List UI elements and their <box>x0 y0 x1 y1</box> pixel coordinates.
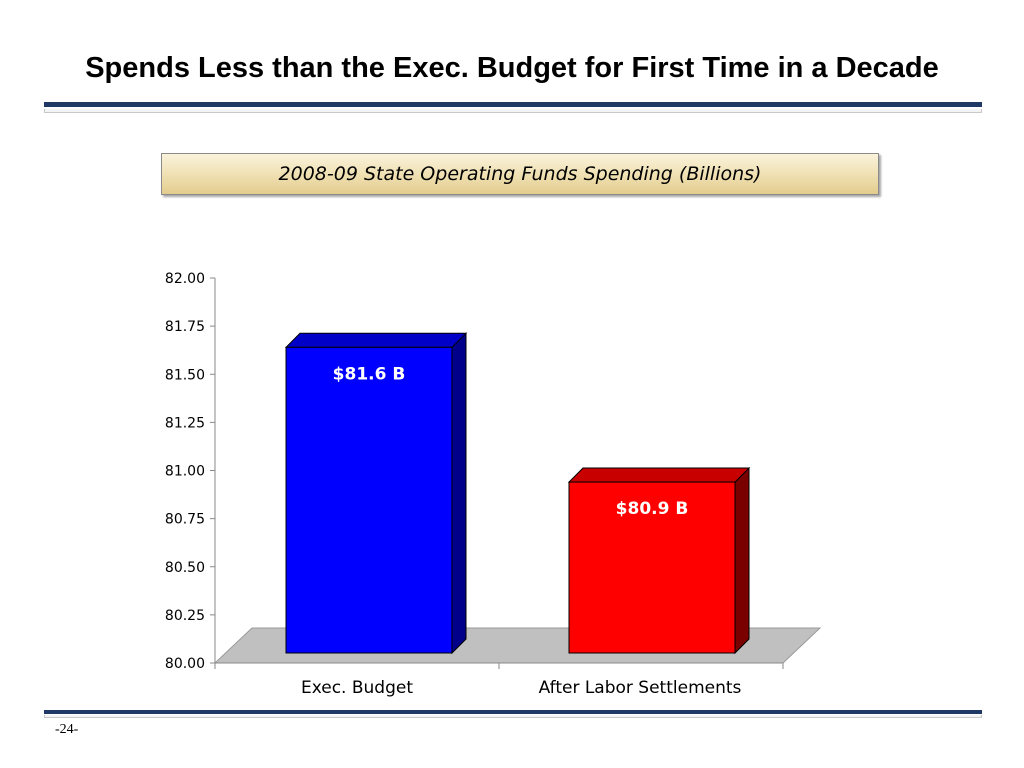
y-tick-label: 80.00 <box>165 656 205 672</box>
x-category-label: Exec. Budget <box>301 678 413 698</box>
title-divider-thick <box>44 102 982 107</box>
bar-side-face <box>451 332 467 655</box>
page-number: -24- <box>55 722 79 737</box>
chart-title: 2008-09 State Operating Funds Spending (… <box>278 163 762 185</box>
bar-2 <box>567 466 751 655</box>
y-tick-label: 81.50 <box>165 367 205 383</box>
footer-divider-thin <box>44 715 982 718</box>
bar-data-label: $80.9 B <box>616 499 689 519</box>
bar-front-face <box>568 481 736 654</box>
bar-top-face <box>567 467 751 483</box>
y-tick-label: 81.75 <box>165 319 205 335</box>
y-tick-label: 80.75 <box>165 512 205 528</box>
y-tick-label: 80.25 <box>165 608 205 624</box>
title-divider-thin <box>44 109 982 113</box>
bar-1 <box>284 332 468 655</box>
x-category-label: After Labor Settlements <box>539 678 742 698</box>
bar-top-face <box>284 332 468 348</box>
footer-divider-thick <box>44 710 982 714</box>
slide-title: Spends Less than the Exec. Budget for Fi… <box>85 52 939 84</box>
bar-front-face <box>285 346 453 654</box>
chart-title-banner: 2008-09 State Operating Funds Spending (… <box>161 153 879 195</box>
y-tick-label: 82.00 <box>165 271 205 287</box>
y-tick-label: 81.00 <box>165 464 205 480</box>
bar-data-label: $81.6 B <box>333 364 406 384</box>
bar-side-face <box>734 466 750 655</box>
y-tick-label: 81.25 <box>165 415 205 431</box>
y-tick-label: 80.50 <box>165 560 205 576</box>
